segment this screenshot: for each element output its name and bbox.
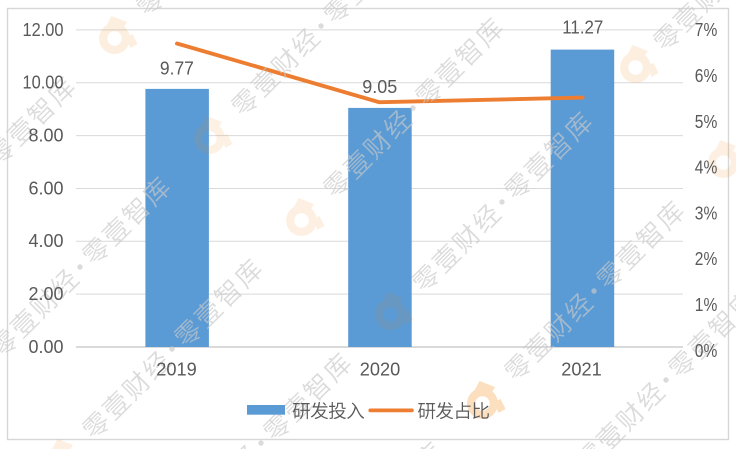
svg-text:2019: 2019	[156, 358, 197, 379]
svg-text:7%: 7%	[695, 19, 718, 40]
svg-text:6.00: 6.00	[29, 177, 64, 198]
svg-text:6%: 6%	[695, 65, 718, 86]
svg-text:2%: 2%	[695, 248, 718, 269]
svg-text:1%: 1%	[695, 294, 718, 315]
svg-text:9.05: 9.05	[362, 76, 397, 97]
svg-text:5%: 5%	[695, 111, 718, 132]
svg-text:0.00: 0.00	[29, 336, 64, 357]
svg-text:10.00: 10.00	[23, 72, 64, 93]
svg-text:12.00: 12.00	[23, 19, 64, 40]
svg-text:3%: 3%	[695, 202, 718, 223]
svg-text:4%: 4%	[695, 157, 718, 178]
svg-text:0%: 0%	[695, 340, 718, 361]
svg-text:4.00: 4.00	[29, 230, 64, 251]
svg-text:11.27: 11.27	[562, 17, 603, 38]
svg-text:2.00: 2.00	[29, 283, 64, 304]
svg-text:8.00: 8.00	[29, 125, 64, 146]
svg-text:2021: 2021	[561, 358, 602, 379]
svg-text:9.77: 9.77	[160, 58, 194, 79]
svg-text:2020: 2020	[360, 358, 401, 379]
